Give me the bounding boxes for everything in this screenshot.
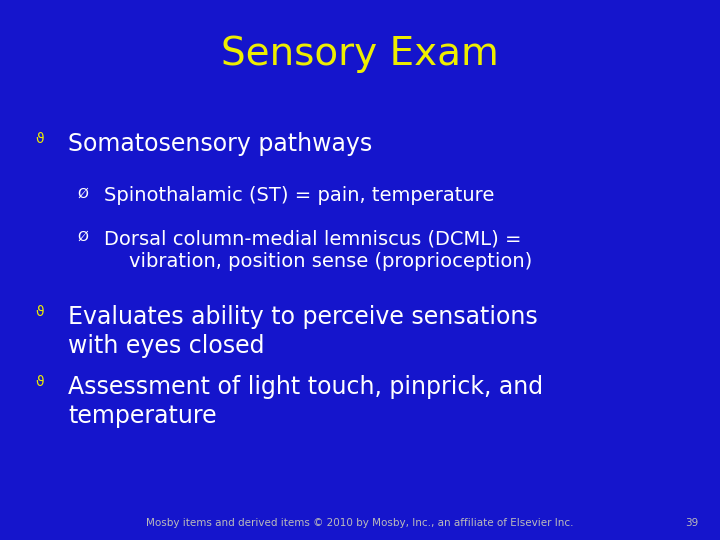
- Text: Dorsal column-medial lemniscus (DCML) =
    vibration, position sense (proprioce: Dorsal column-medial lemniscus (DCML) = …: [104, 230, 533, 271]
- Text: ϑ: ϑ: [35, 375, 44, 389]
- Text: Ø: Ø: [77, 230, 89, 244]
- Text: 39: 39: [685, 518, 698, 528]
- Text: ϑ: ϑ: [35, 132, 44, 146]
- Text: ϑ: ϑ: [35, 305, 44, 319]
- Text: Sensory Exam: Sensory Exam: [221, 35, 499, 73]
- Text: Mosby items and derived items © 2010 by Mosby, Inc., an affiliate of Elsevier In: Mosby items and derived items © 2010 by …: [146, 518, 574, 528]
- Text: Ø: Ø: [77, 186, 89, 200]
- Text: Evaluates ability to perceive sensations
with eyes closed: Evaluates ability to perceive sensations…: [68, 305, 538, 358]
- Text: Assessment of light touch, pinprick, and
temperature: Assessment of light touch, pinprick, and…: [68, 375, 544, 428]
- Text: Somatosensory pathways: Somatosensory pathways: [68, 132, 373, 156]
- Text: Spinothalamic (ST) = pain, temperature: Spinothalamic (ST) = pain, temperature: [104, 186, 495, 205]
